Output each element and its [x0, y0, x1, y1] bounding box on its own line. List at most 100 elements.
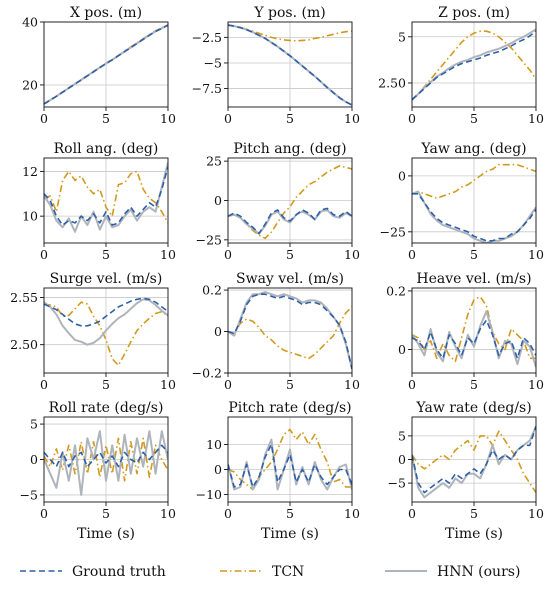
y-tick-label: 40 — [22, 15, 38, 30]
series-ground-truth — [412, 193, 536, 242]
y-tick-label: 25 — [206, 154, 222, 169]
x-tick-label: 0 — [224, 111, 232, 126]
y-tick-label: −2.5 — [192, 30, 222, 45]
x-tick-label: 0 — [40, 247, 48, 262]
panel-title: Pitch rate (deg/s) — [228, 400, 351, 416]
panel-y-pos-m: 0 5 10 −2.5 −5 −7.5 Y pos. (m) — [192, 5, 360, 126]
x-tick-label: 5 — [470, 377, 478, 392]
y-tick-label: 0 — [214, 324, 222, 339]
x-tick-label: 0 — [408, 111, 416, 126]
panel-x-pos-m: 0 5 10 20 40 X pos. (m) — [22, 5, 176, 126]
series-ground-truth — [44, 444, 168, 468]
y-tick-label: −25 — [196, 232, 222, 247]
panel-title: Heave vel. (m/s) — [416, 271, 531, 287]
panel-title: Yaw rate (deg/s) — [415, 400, 531, 416]
x-tick-label: 10 — [528, 377, 544, 392]
series-tcn — [412, 30, 536, 101]
y-tick-label: 0.2 — [386, 283, 406, 298]
x-tick-label: 10 — [344, 111, 360, 126]
series-hnn-ours — [44, 430, 168, 496]
panel-title: Sway vel. (m/s) — [236, 271, 344, 287]
series-hnn-ours — [228, 208, 352, 235]
y-tick-label: 0 — [398, 452, 406, 467]
panel-title: Pitch ang. (deg) — [233, 141, 346, 157]
series-ground-truth — [412, 30, 536, 101]
x-tick-label: 5 — [102, 506, 110, 521]
series-tcn — [228, 428, 352, 491]
legend-item-hnn-ours: HNN (ours) — [385, 564, 520, 580]
x-tick-label: 0 — [40, 377, 48, 392]
panel-title: Surge vel. (m/s) — [50, 271, 163, 287]
y-tick-label: −10 — [196, 487, 222, 502]
y-tick-label: 5 — [398, 428, 406, 443]
y-tick-label: −7.5 — [192, 81, 222, 96]
x-axis-label: Time (s) — [261, 526, 319, 542]
series-hnn-ours — [412, 28, 536, 101]
panel-heave-vel-m-s: 0 5 10 0.2 0 Heave vel. (m/s) — [386, 271, 544, 392]
series-tcn — [412, 295, 536, 363]
y-tick-label: −5 — [204, 55, 222, 70]
legend-item-ground-truth: Ground truth — [20, 564, 166, 580]
x-tick-label: 0 — [408, 377, 416, 392]
y-tick-label: 12 — [22, 164, 38, 179]
y-tick-label: −5 — [20, 487, 38, 502]
legend-item-tcn: TCN — [220, 564, 304, 580]
x-tick-label: 0 — [224, 377, 232, 392]
x-tick-label: 10 — [528, 247, 544, 262]
x-tick-label: 5 — [470, 506, 478, 521]
y-tick-label: 0 — [398, 168, 406, 183]
legend: Ground truth TCN HNN (ours) — [20, 564, 520, 580]
panel-title: Roll rate (deg/s) — [49, 400, 164, 416]
panel-title: Z pos. (m) — [438, 5, 510, 21]
x-tick-label: 5 — [470, 111, 478, 126]
x-tick-label: 5 — [102, 111, 110, 126]
x-tick-label: 10 — [344, 377, 360, 392]
x-axis-label: Time (s) — [445, 526, 503, 542]
x-tick-label: 10 — [528, 506, 544, 521]
panel-surge-vel-m-s: 0 5 10 2.55 2.50 Surge vel. (m/s) — [10, 271, 176, 392]
series-ground-truth — [44, 297, 168, 327]
x-tick-label: 0 — [224, 506, 232, 521]
series-ground-truth — [228, 293, 352, 370]
x-tick-label: 5 — [286, 377, 294, 392]
y-tick-label: 10 — [206, 437, 222, 452]
x-tick-label: 0 — [40, 506, 48, 521]
x-tick-label: 10 — [344, 506, 360, 521]
series-ground-truth — [44, 24, 168, 105]
series-tcn — [412, 430, 536, 494]
x-tick-label: 0 — [40, 111, 48, 126]
x-tick-label: 10 — [160, 506, 176, 521]
y-tick-label: 0.2 — [202, 283, 222, 298]
series-ground-truth — [412, 426, 536, 494]
x-tick-label: 10 — [160, 111, 176, 126]
legend-label: HNN (ours) — [437, 564, 520, 580]
panel-z-pos-m: 0 5 10 2.50 5 Z pos. (m) — [378, 5, 544, 126]
x-tick-label: 10 — [160, 247, 176, 262]
y-tick-label: 0 — [398, 342, 406, 357]
panel-title: Yaw ang. (deg) — [420, 141, 526, 157]
panels: 0 5 10 20 40 X pos. (m) 0 5 10 −2.5 −5 −7.5 Y pos. (… — [10, 5, 544, 542]
y-tick-label: 0 — [214, 462, 222, 477]
series-ground-truth — [228, 207, 352, 235]
y-tick-label: 0 — [214, 193, 222, 208]
y-tick-label: 2.50 — [10, 337, 38, 352]
x-tick-label: 0 — [408, 247, 416, 262]
panel-title: Y pos. (m) — [253, 5, 325, 21]
y-tick-label: 10 — [22, 209, 38, 224]
y-tick-label: 2.50 — [378, 75, 406, 90]
panel-roll-ang-deg: 0 5 10 10 12 Roll ang. (deg) — [22, 141, 176, 262]
y-tick-label: 5 — [30, 417, 38, 432]
panel-title: X pos. (m) — [70, 5, 142, 21]
x-tick-label: 0 — [224, 247, 232, 262]
x-tick-label: 10 — [160, 377, 176, 392]
x-tick-label: 5 — [102, 247, 110, 262]
x-tick-label: 5 — [286, 506, 294, 521]
x-tick-label: 10 — [344, 247, 360, 262]
y-tick-label: −0.2 — [192, 366, 222, 381]
y-tick-label: 5 — [398, 29, 406, 44]
series-ground-truth — [228, 24, 352, 106]
